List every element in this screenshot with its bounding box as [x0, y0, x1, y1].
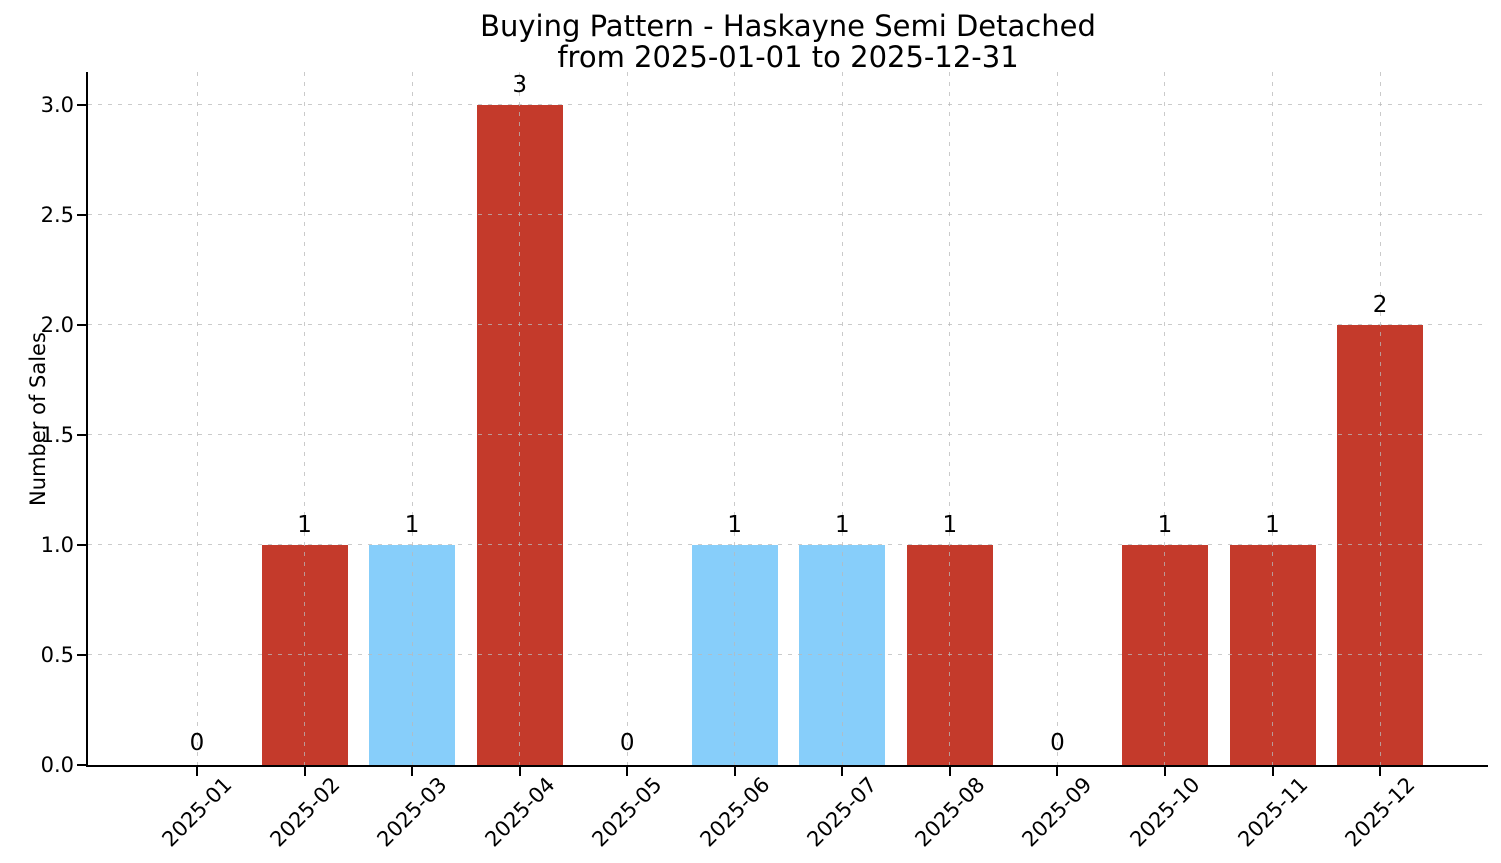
x-tick-label: 2025-07 [802, 772, 882, 852]
bar-value-label: 0 [1050, 730, 1065, 756]
y-tick-mark [77, 434, 86, 436]
y-tick-label: 1.5 [40, 423, 74, 447]
vertical-gridline [841, 72, 843, 765]
x-tick-mark [518, 767, 521, 776]
chart-title: Buying Pattern - Haskayne Semi Detached [480, 9, 1096, 43]
vertical-gridline [1164, 72, 1166, 765]
y-tick-label: 2.5 [40, 203, 74, 227]
chart-subtitle: from 2025-01-01 to 2025-12-31 [557, 40, 1019, 74]
bar-value-label: 1 [727, 512, 743, 538]
y-tick-label: 0.0 [40, 753, 74, 777]
bar-value-label: 0 [619, 730, 635, 756]
y-axis-spine [86, 72, 88, 767]
bar-value-label: 3 [512, 72, 527, 98]
bar-value-label: 1 [942, 512, 958, 538]
vertical-gridline [411, 72, 413, 765]
horizontal-gridline [88, 214, 1488, 215]
x-tick-mark [196, 767, 198, 776]
y-tick-mark [77, 764, 86, 766]
x-tick-label: 2025-02 [265, 772, 345, 852]
bar-value-label: 1 [404, 512, 420, 538]
x-tick-mark [411, 767, 414, 776]
x-tick-mark [1271, 767, 1274, 776]
x-tick-label: 2025-04 [480, 772, 560, 852]
x-tick-label: 2025-06 [695, 772, 775, 852]
x-axis-spine [86, 765, 1488, 767]
x-tick-label: 2025-01 [157, 772, 237, 852]
vertical-gridline [734, 72, 736, 765]
y-tick-mark [77, 324, 86, 326]
x-tick-mark [303, 767, 306, 776]
horizontal-gridline [88, 434, 1488, 435]
x-tick-mark [841, 767, 844, 776]
vertical-gridline [1056, 72, 1058, 765]
x-tick-mark [1056, 767, 1059, 776]
y-tick-mark [77, 104, 86, 106]
vertical-gridline [1379, 72, 1381, 765]
vertical-gridline [304, 72, 306, 765]
y-tick-mark [77, 654, 86, 656]
x-tick-label: 2025-11 [1232, 772, 1313, 852]
bar-value-label: 1 [297, 512, 312, 538]
y-tick-label: 3.0 [40, 93, 74, 117]
x-tick-mark [626, 767, 629, 776]
bar-value-label: 0 [189, 730, 205, 756]
vertical-gridline [196, 72, 198, 765]
y-tick-label: 0.5 [40, 643, 74, 667]
chart-title-block: Buying Pattern - Haskayne Semi Detached … [88, 11, 1488, 73]
bar-value-label: 1 [834, 512, 850, 538]
vertical-gridline [1272, 72, 1273, 765]
x-tick-mark [1163, 767, 1166, 776]
x-tick-mark [733, 767, 736, 776]
horizontal-gridline [88, 654, 1488, 655]
x-tick-label: 2025-10 [1125, 772, 1205, 852]
x-tick-mark [1379, 767, 1382, 776]
x-tick-label: 2025-09 [1017, 772, 1097, 852]
y-axis-label: Number of Sales [26, 332, 50, 506]
y-tick-mark [77, 214, 86, 216]
horizontal-gridline [88, 104, 1488, 105]
vertical-gridline [626, 72, 628, 765]
vertical-gridline [519, 72, 521, 765]
horizontal-gridline [88, 544, 1488, 545]
y-tick-label: 2.0 [40, 313, 74, 337]
x-tick-label: 2025-05 [587, 772, 667, 852]
plot-area: 0 1 1 3 0 1 1 1 0 1 1 2 [88, 72, 1488, 765]
y-tick-label: 1.0 [40, 533, 74, 557]
bar-value-label: 1 [1157, 512, 1173, 538]
x-tick-label: 2025-12 [1340, 772, 1420, 852]
bar-value-label: 2 [1372, 292, 1388, 318]
x-tick-label: 2025-08 [910, 772, 990, 852]
horizontal-gridline [88, 324, 1488, 325]
x-tick-label: 2025-03 [372, 772, 452, 852]
vertical-gridline [949, 72, 951, 765]
y-tick-mark [77, 544, 86, 546]
bar-value-label: 1 [1265, 512, 1280, 538]
x-tick-mark [948, 767, 951, 776]
